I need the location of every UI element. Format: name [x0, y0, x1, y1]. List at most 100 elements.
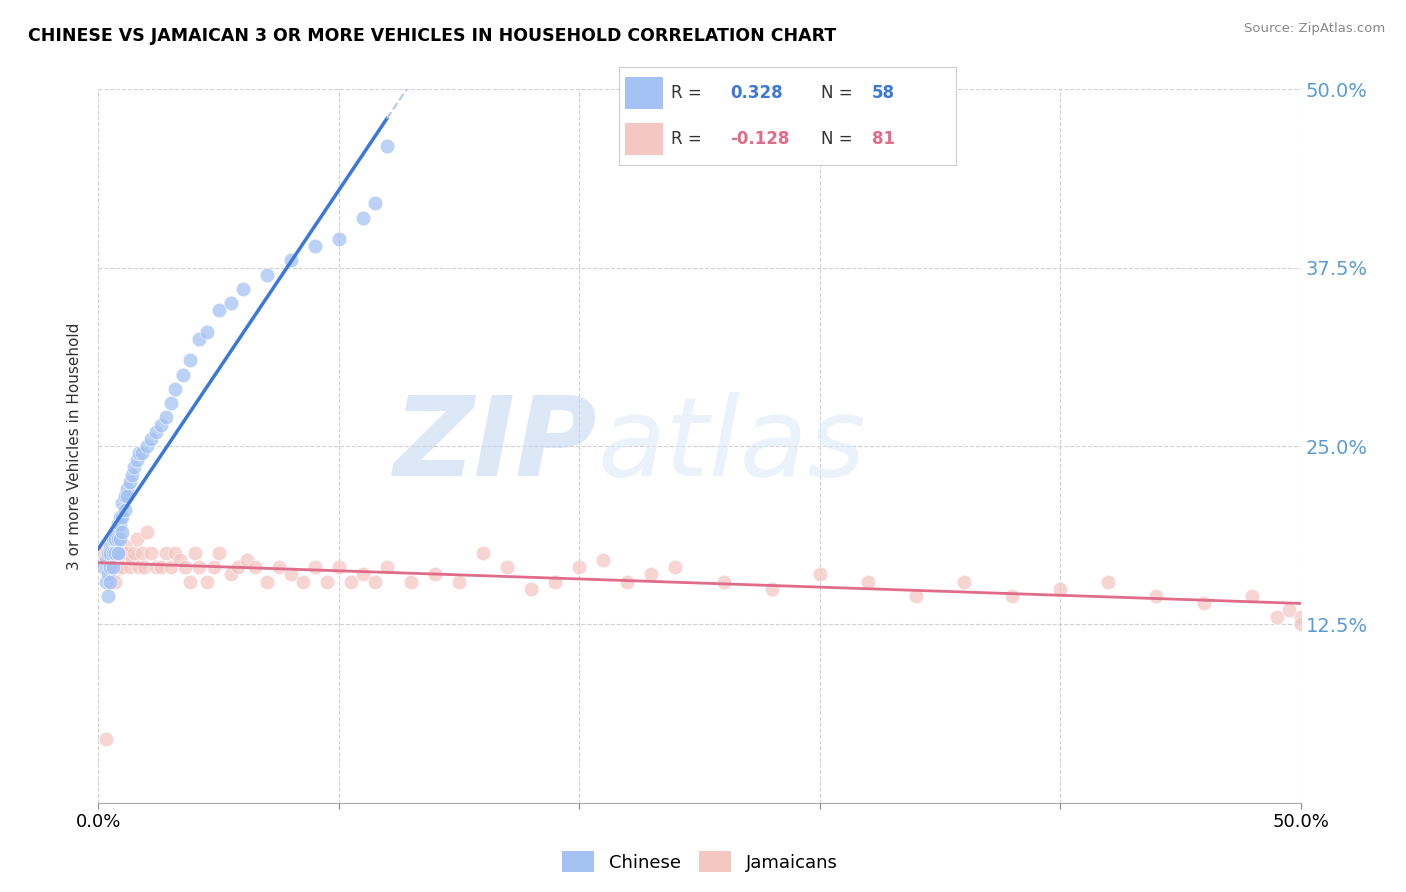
- Point: [1289, 610, 1312, 624]
- Point: [121, 553, 143, 567]
- Point: [208, 546, 231, 560]
- Point: [267, 560, 290, 574]
- Point: [256, 268, 278, 282]
- Point: [118, 475, 141, 489]
- Point: [195, 325, 218, 339]
- Point: [179, 574, 201, 589]
- Point: [352, 567, 374, 582]
- Point: [108, 510, 131, 524]
- Point: [315, 574, 337, 589]
- Point: [808, 567, 831, 582]
- Point: [1277, 603, 1299, 617]
- Text: ZIP: ZIP: [394, 392, 598, 500]
- Point: [592, 553, 614, 567]
- Point: [111, 496, 134, 510]
- Point: [159, 396, 181, 410]
- Point: [856, 574, 879, 589]
- Point: [472, 546, 495, 560]
- Point: [124, 546, 146, 560]
- Point: [111, 524, 134, 539]
- Legend: Chinese, Jamaicans: Chinese, Jamaicans: [554, 844, 845, 880]
- Point: [145, 560, 167, 574]
- Point: [226, 560, 249, 574]
- Text: N =: N =: [821, 130, 858, 148]
- Text: N =: N =: [821, 84, 858, 102]
- Point: [107, 517, 129, 532]
- Point: [107, 546, 129, 560]
- Point: [364, 574, 387, 589]
- Point: [104, 532, 127, 546]
- Point: [202, 560, 225, 574]
- Point: [544, 574, 567, 589]
- Point: [188, 560, 211, 574]
- Point: [1289, 617, 1312, 632]
- Point: [664, 560, 686, 574]
- Point: [174, 560, 197, 574]
- Point: [364, 196, 387, 211]
- Point: [124, 460, 146, 475]
- Point: [125, 453, 148, 467]
- Point: [145, 425, 167, 439]
- Text: 0.328: 0.328: [730, 84, 783, 102]
- Point: [108, 517, 131, 532]
- Point: [232, 282, 254, 296]
- Text: R =: R =: [671, 130, 707, 148]
- Text: 58: 58: [872, 84, 894, 102]
- Point: [149, 560, 172, 574]
- Point: [195, 574, 218, 589]
- Point: [953, 574, 976, 589]
- Text: Source: ZipAtlas.com: Source: ZipAtlas.com: [1244, 22, 1385, 36]
- Point: [243, 560, 266, 574]
- Point: [100, 560, 122, 574]
- Point: [118, 560, 141, 574]
- Point: [101, 539, 124, 553]
- Point: [165, 546, 187, 560]
- Text: atlas: atlas: [598, 392, 866, 500]
- Point: [280, 253, 302, 268]
- Point: [149, 417, 172, 432]
- Point: [496, 560, 519, 574]
- Point: [352, 211, 374, 225]
- Point: [104, 524, 127, 539]
- Point: [236, 553, 259, 567]
- Point: [304, 239, 326, 253]
- Point: [108, 560, 131, 574]
- Point: [1097, 574, 1119, 589]
- Point: [114, 489, 136, 503]
- Point: [97, 553, 120, 567]
- Point: [107, 532, 129, 546]
- Point: [375, 139, 398, 153]
- Point: [100, 546, 122, 560]
- Point: [155, 410, 177, 425]
- Point: [188, 332, 211, 346]
- Point: [169, 553, 191, 567]
- Point: [104, 574, 127, 589]
- Point: [131, 546, 153, 560]
- Text: CHINESE VS JAMAICAN 3 OR MORE VEHICLES IN HOUSEHOLD CORRELATION CHART: CHINESE VS JAMAICAN 3 OR MORE VEHICLES I…: [28, 27, 837, 45]
- Point: [100, 574, 122, 589]
- Point: [340, 574, 363, 589]
- Point: [107, 546, 129, 560]
- Point: [219, 296, 242, 310]
- Point: [616, 574, 638, 589]
- Point: [94, 553, 117, 567]
- Point: [135, 524, 157, 539]
- Point: [183, 546, 205, 560]
- Point: [375, 560, 398, 574]
- Point: [100, 560, 122, 574]
- Point: [97, 546, 120, 560]
- Point: [114, 503, 136, 517]
- Point: [568, 560, 591, 574]
- Point: [111, 560, 134, 574]
- Point: [179, 353, 201, 368]
- Point: [423, 567, 446, 582]
- Point: [107, 560, 129, 574]
- Point: [114, 539, 136, 553]
- Point: [121, 467, 143, 482]
- Point: [291, 574, 314, 589]
- Point: [1049, 582, 1071, 596]
- Point: [97, 589, 120, 603]
- Point: [328, 560, 350, 574]
- FancyBboxPatch shape: [626, 77, 662, 109]
- Point: [101, 546, 124, 560]
